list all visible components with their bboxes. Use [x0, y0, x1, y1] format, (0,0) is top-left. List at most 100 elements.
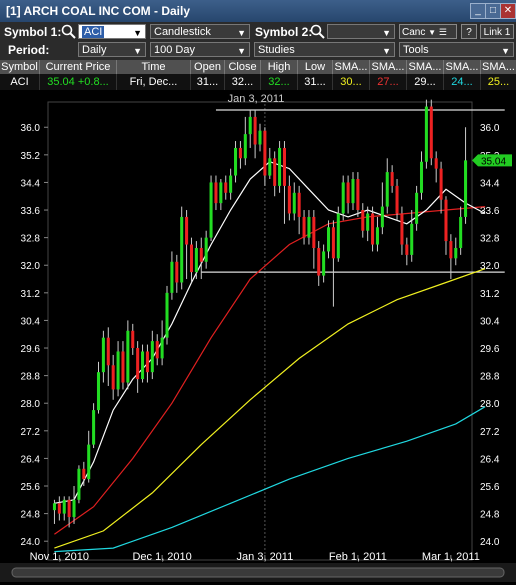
- candle-body: [175, 261, 179, 283]
- candle: [57, 496, 61, 521]
- tools-select[interactable]: Tools ▼: [399, 42, 514, 57]
- quote-header-close: Close: [225, 60, 261, 74]
- candle-body: [145, 351, 149, 373]
- candle-body: [92, 410, 96, 445]
- candle-body: [165, 292, 169, 338]
- chevron-down-icon: ▼: [501, 46, 510, 56]
- candle: [439, 161, 443, 214]
- candle-body: [361, 210, 365, 231]
- candle: [258, 123, 262, 152]
- candle: [219, 178, 223, 211]
- range-select[interactable]: 100 Day ▼: [150, 42, 250, 57]
- period-select[interactable]: Daily ▼: [78, 42, 146, 57]
- candle: [331, 220, 335, 307]
- quote-open: 31...: [191, 74, 225, 90]
- candle-body: [199, 247, 203, 262]
- y-tick-label-right: 25.6: [480, 482, 500, 493]
- cancel-button[interactable]: Canc ▼ ☰: [399, 24, 457, 39]
- candle-body: [62, 499, 66, 514]
- y-tick-label-right: 24.0: [480, 537, 500, 548]
- candle-body: [116, 351, 120, 390]
- candle: [351, 172, 355, 211]
- candle: [160, 320, 164, 366]
- chevron-down-icon: ▼: [382, 28, 391, 38]
- candle-body: [150, 341, 154, 373]
- candle: [165, 285, 169, 345]
- candle: [77, 465, 81, 504]
- quote-header-sma1: SMA...: [333, 60, 370, 74]
- y-tick-label-left: 35.2: [21, 151, 41, 162]
- candle-body: [459, 216, 463, 248]
- horizontal-scrollbar[interactable]: [11, 567, 505, 578]
- quote-sma1: 30...: [333, 74, 370, 90]
- candle-body: [282, 147, 286, 186]
- quote-price-cell: 35.04 +0.8...: [40, 74, 117, 90]
- candle-body: [439, 168, 443, 200]
- studies-select[interactable]: Studies ▼: [254, 42, 395, 57]
- maximize-button[interactable]: □: [485, 3, 501, 19]
- candle: [336, 206, 340, 262]
- y-tick-label-right: 31.2: [480, 289, 500, 300]
- y-tick-label-right: 36.0: [480, 123, 500, 134]
- quote-sma3: 29...: [407, 74, 444, 90]
- candle-body: [170, 261, 174, 293]
- price-chart[interactable]: 36.0 35.2 34.4 33.6 32.8 32.0 31.2 30.4 29.6 28.8…: [0, 90, 516, 582]
- quote-sma2: 27...: [370, 74, 407, 90]
- x-tick-label: Dec 1, 2010: [132, 551, 191, 563]
- quote-sma4: 24...: [444, 74, 481, 90]
- candle-body: [253, 116, 257, 145]
- candle: [253, 110, 257, 159]
- minimize-button[interactable]: _: [470, 3, 486, 19]
- candle-body: [131, 330, 135, 349]
- candle-body: [312, 216, 316, 248]
- symbol2-input[interactable]: ▼: [327, 24, 395, 39]
- cancel-label: Canc: [402, 27, 426, 38]
- y-tick-label-left: 29.6: [21, 344, 41, 355]
- quote-header-sma5: SMA...: [481, 61, 515, 73]
- candle-body: [307, 216, 311, 238]
- candle-body: [273, 158, 277, 186]
- close-button[interactable]: ✕: [500, 3, 516, 19]
- candle: [292, 182, 296, 221]
- candle-body: [258, 130, 262, 145]
- candle-body: [410, 223, 414, 255]
- search-icon[interactable]: [61, 24, 77, 40]
- candle-body: [385, 172, 389, 207]
- y-tick-label-right: 26.4: [480, 454, 500, 465]
- y-tick-label-left: 36.0: [21, 123, 41, 134]
- chart-type-select[interactable]: Candlestick ▼: [150, 24, 250, 39]
- x-tick-label: Nov 1, 2010: [30, 551, 89, 563]
- help-button[interactable]: ?: [461, 24, 477, 39]
- quote-row[interactable]: ACI 35.04 +0.8... Fri, Dec... 31... 32..…: [0, 74, 516, 90]
- candle: [243, 116, 247, 166]
- y-tick-label-left: 26.4: [21, 454, 41, 465]
- candle-body: [243, 134, 247, 159]
- quote-close: 32...: [225, 74, 261, 90]
- sma-red-line: [54, 206, 486, 535]
- candle-body: [121, 351, 125, 383]
- candle-body: [224, 182, 228, 193]
- symbol1-value: ACI: [82, 26, 105, 38]
- y-tick-label-left: 28.0: [21, 399, 41, 410]
- candle-body: [336, 213, 340, 259]
- quote-price: 35.04: [47, 76, 75, 88]
- candle: [444, 196, 448, 255]
- candle: [101, 330, 105, 383]
- candle: [415, 185, 419, 231]
- link-button[interactable]: Link 1: [480, 24, 514, 39]
- candle: [464, 127, 468, 224]
- chevron-down-icon: ▼: [237, 46, 246, 56]
- quote-header-sma4: SMA...: [444, 60, 481, 74]
- candle-body: [194, 247, 198, 273]
- chart-area[interactable]: 36.0 35.2 34.4 33.6 32.8 32.0 31.2 30.4 29.6 28.8…: [0, 90, 516, 582]
- candle: [96, 361, 101, 414]
- candle: [312, 210, 316, 269]
- candle-body: [395, 185, 399, 214]
- candle: [346, 175, 350, 214]
- candle: [385, 158, 389, 214]
- candle-body: [248, 116, 252, 135]
- window-titlebar: [1] ARCH COAL INC COM - Daily _ □ ✕: [0, 0, 516, 23]
- search-icon[interactable]: [310, 24, 326, 40]
- symbol1-input[interactable]: ACI ▼: [78, 24, 146, 39]
- candle-body: [229, 175, 233, 193]
